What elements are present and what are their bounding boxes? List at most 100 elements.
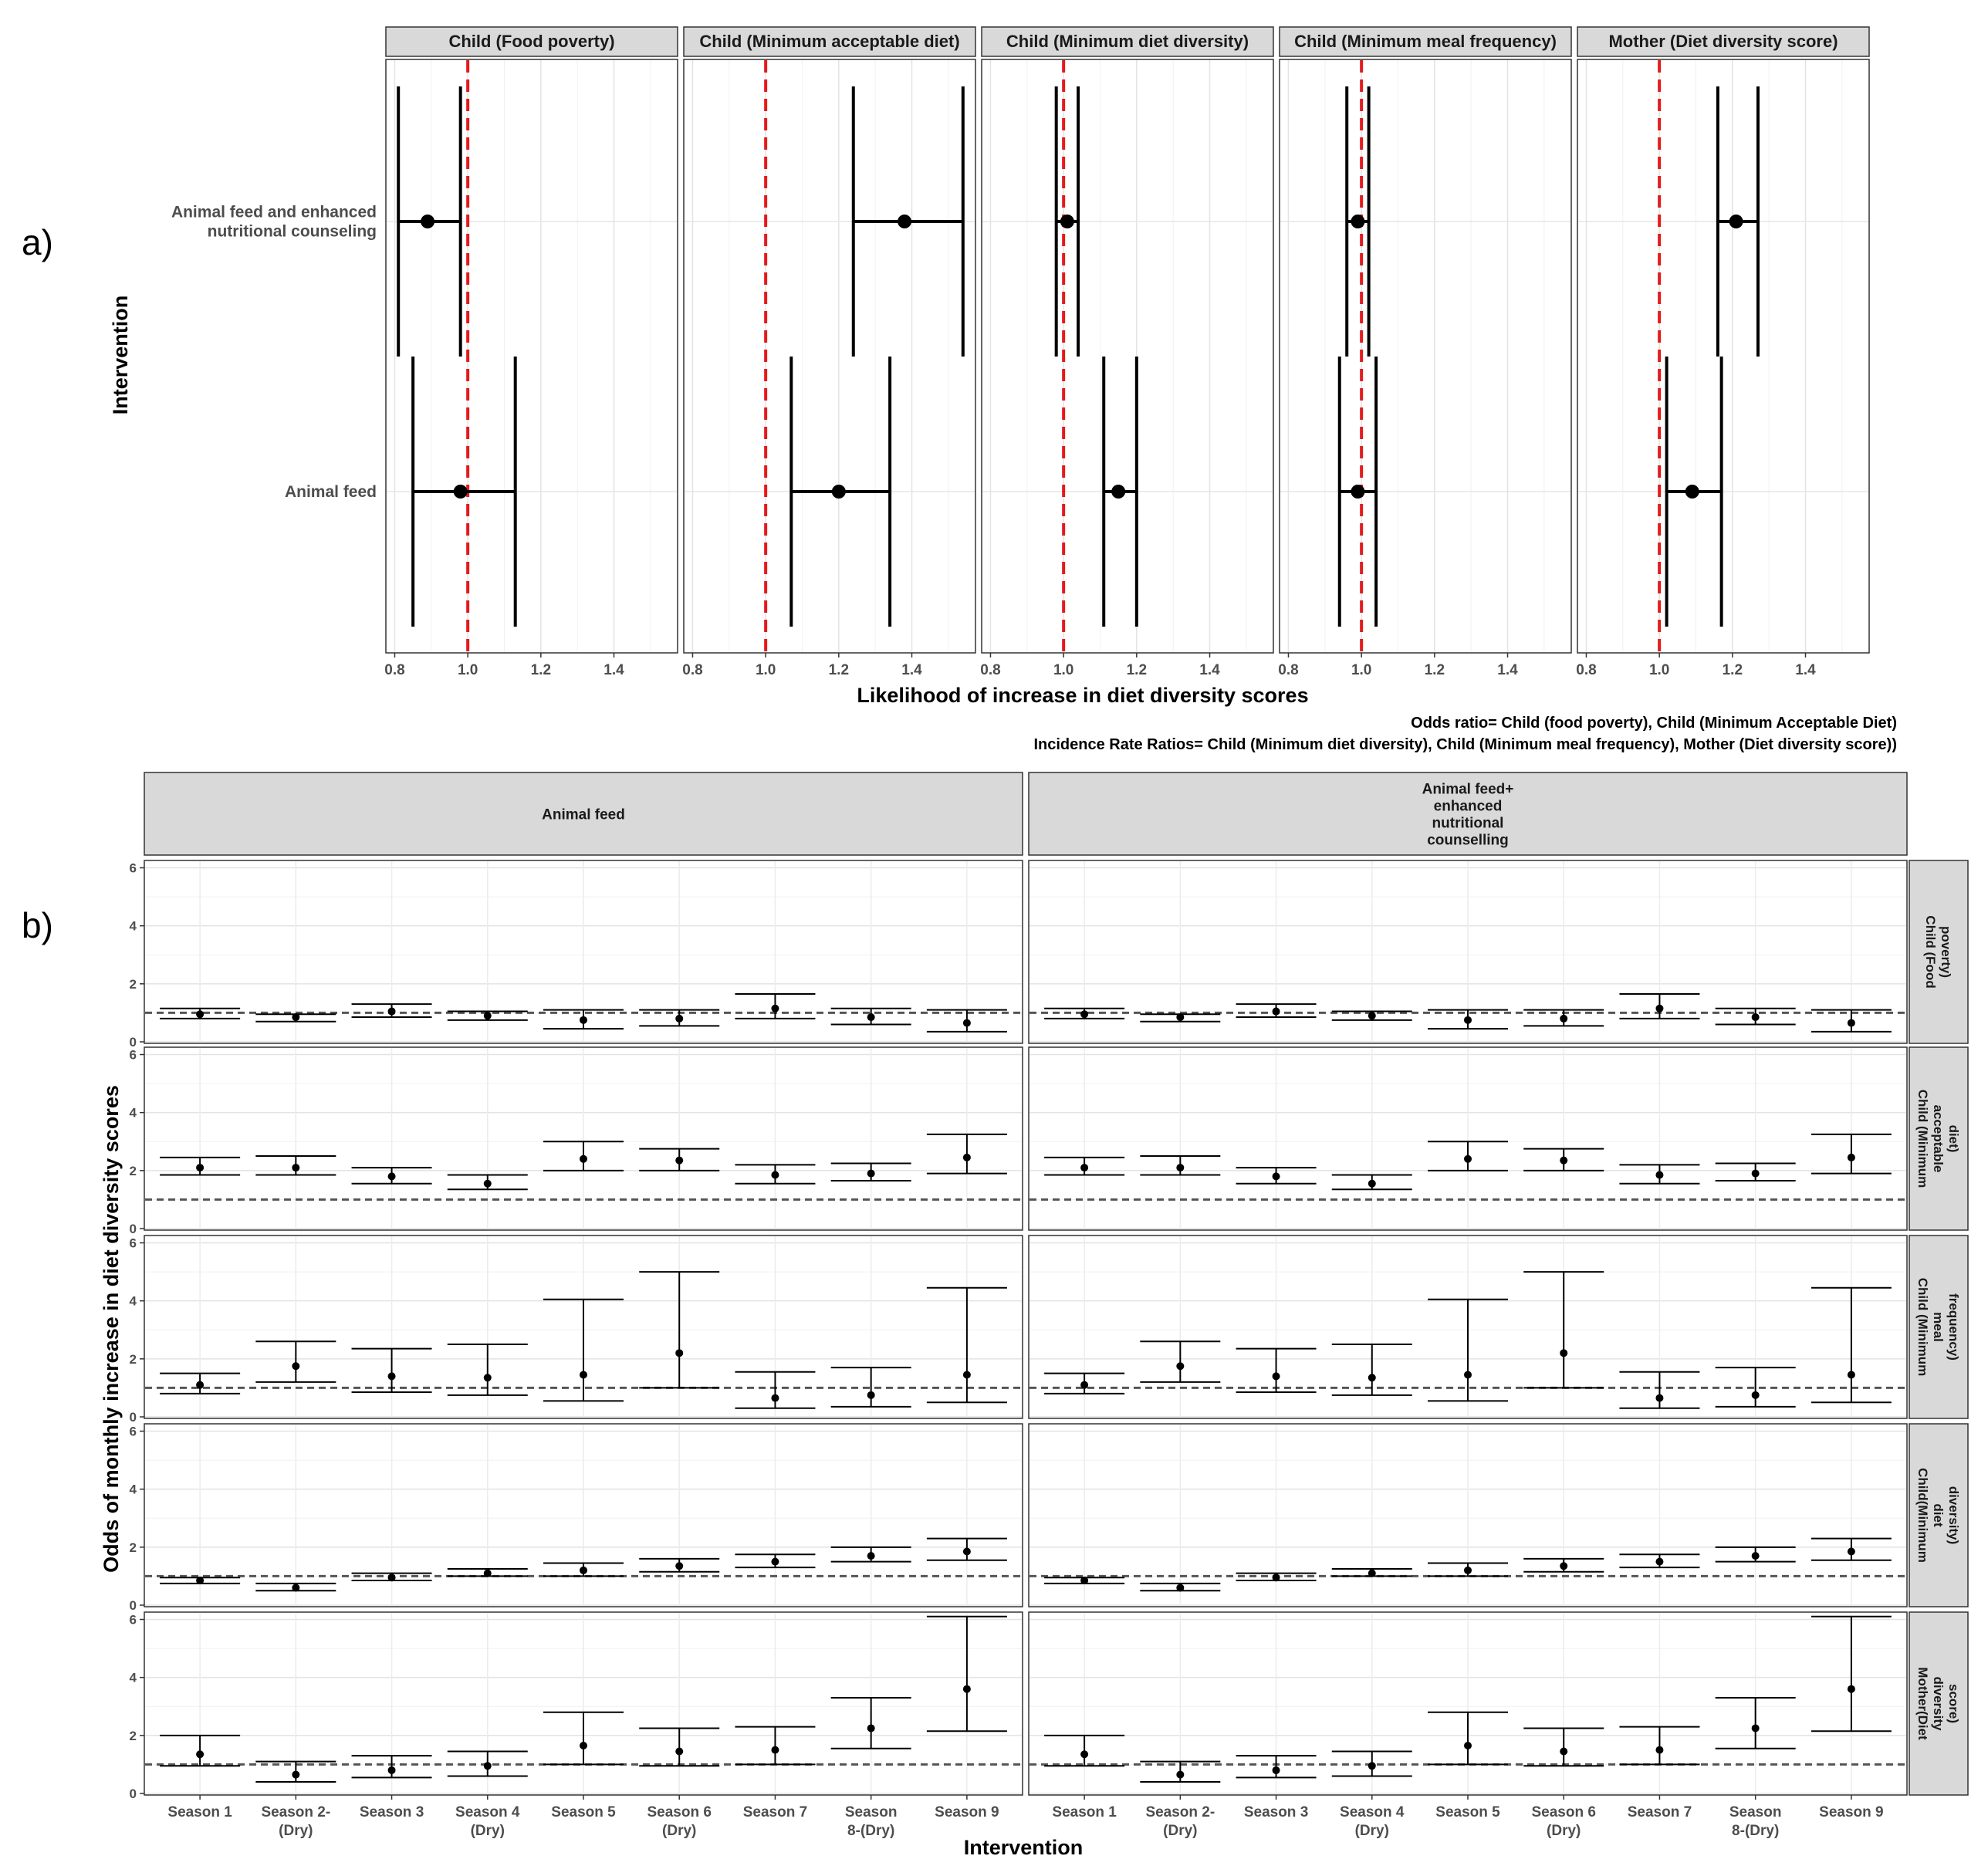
point-estimate <box>1368 1012 1376 1020</box>
errorbar-season-9 <box>926 1537 1007 1561</box>
x-tick-label: Season 4 <box>455 1804 520 1820</box>
errorbar-season-7 <box>1619 992 1700 1019</box>
panel-a-label: a) <box>22 222 53 262</box>
point-estimate <box>962 1019 971 1027</box>
point-estimate <box>1847 1019 1855 1027</box>
errorbar-season-4-dry <box>1331 1344 1412 1396</box>
point-estimate <box>1847 1685 1855 1693</box>
x-tick-label: (Dry) <box>662 1823 696 1839</box>
errorbar-animal-feed-and-enhanced-nutritional-counseling <box>1054 86 1080 357</box>
facet-child-minimum-diet-diversity: Child (Minimum diet diversity) 0.8 1.0 1.2 1… <box>980 26 1274 678</box>
errorbar-animal-feed <box>1665 357 1723 627</box>
row-strip-child-minimum-acceptable-diet <box>1909 1046 1969 1231</box>
row-strip-label: Child(Minimum <box>1915 1468 1930 1563</box>
x-tick-label: 1.0 <box>756 662 776 678</box>
column-strip-animal-feed <box>144 772 1023 856</box>
errorbar-season-3 <box>1236 1347 1317 1394</box>
errorbar-animal-feed-and-enhanced-nutritional-counseling <box>851 86 965 357</box>
x-tick-label: Season 5 <box>1435 1804 1500 1820</box>
facet-child-minimum-diet-diversity-animal-feed-enhanced-nutritional-counselling <box>1028 1423 1908 1607</box>
errorbar-season-1 <box>160 1156 241 1176</box>
errorbar-season-8-dry <box>830 1546 911 1563</box>
errorbar-season-8-dry <box>1715 1696 1796 1749</box>
y-tick-label: 0 <box>130 1035 137 1050</box>
row-strip-label: Child (Minimum <box>1915 1278 1930 1376</box>
point-estimate <box>1655 1746 1664 1754</box>
point-estimate <box>867 1391 875 1399</box>
point-estimate <box>771 1557 779 1566</box>
facet-mother-diet-diversity-score-animal-feed-enhanced-nutritional-counselling: Season 1 Season 2- (Dry) Season 3 Season 4 (D… <box>1028 1611 1908 1839</box>
errorbar-season-9 <box>926 1133 1007 1175</box>
row-strip-mother-diet-diversity-score <box>1909 1611 1969 1796</box>
point-estimate <box>1368 1374 1376 1382</box>
point-estimate <box>1351 215 1365 228</box>
facet-strip-label: Child (Food poverty) <box>448 32 614 51</box>
errorbar-season-7 <box>735 1371 816 1409</box>
y-tick-label: 2 <box>130 1729 137 1743</box>
errorbar-animal-feed-and-enhanced-nutritional-counseling <box>397 86 462 357</box>
row-strip-label: poverty) <box>1939 926 1953 978</box>
point-estimate <box>867 1724 875 1732</box>
x-tick-label: Season 6 <box>647 1804 712 1820</box>
errorbar-season-7 <box>1619 1726 1700 1766</box>
errorbar-season-8-dry <box>1715 1367 1796 1408</box>
x-tick-label: 0.8 <box>682 662 702 678</box>
point-estimate <box>1368 1569 1376 1577</box>
errorbar-season-6-dry <box>639 1557 720 1573</box>
point-estimate <box>1176 1164 1185 1172</box>
errorbar-season-2-dry <box>255 1013 336 1023</box>
row-strip-label: diversity <box>1931 1677 1946 1731</box>
x-tick-label: 0.8 <box>1576 662 1596 678</box>
facet-strip <box>981 26 1274 57</box>
point-estimate <box>1464 1371 1472 1379</box>
column-strip-label: Animal feed+ <box>1422 782 1514 798</box>
x-tick-label: 1.4 <box>1795 662 1816 678</box>
facet-child-minimum-acceptable-diet: Child (Minimum acceptable diet) 0.8 1.0 1.2… <box>682 26 976 678</box>
y-tick-label: 6 <box>130 1425 137 1439</box>
x-tick-label: Season <box>1729 1804 1782 1820</box>
point-estimate <box>580 1371 587 1379</box>
column-strip-label: enhanced <box>1434 799 1503 815</box>
point-estimate <box>196 1381 205 1389</box>
point-estimate <box>1655 1004 1664 1012</box>
facet-plot-area <box>385 59 678 654</box>
errorbar-season-1 <box>160 1007 241 1019</box>
errorbar-season-5 <box>543 1562 624 1577</box>
errorbar-season-4-dry <box>1331 1568 1412 1577</box>
y-tick-label: 2 <box>130 1164 137 1178</box>
errorbar-season-2-dry <box>1140 1582 1221 1592</box>
point-estimate <box>1751 1013 1760 1022</box>
x-tick-label: 1.2 <box>531 662 551 678</box>
errorbar-season-1 <box>160 1372 241 1394</box>
errorbar-season-3 <box>1236 1003 1317 1019</box>
point-estimate <box>1080 1010 1089 1019</box>
errorbar-season-4-dry <box>447 1344 528 1396</box>
point-estimate <box>1060 215 1074 228</box>
point-estimate <box>196 1577 205 1585</box>
x-tick-label: 0.8 <box>384 662 404 678</box>
x-tick-label: 0.8 <box>980 662 1000 678</box>
point-estimate <box>580 1154 587 1163</box>
point-estimate <box>675 1014 684 1023</box>
point-estimate <box>771 1394 779 1402</box>
point-estimate <box>675 1349 684 1357</box>
y-tick-label-nutritional-counseling: nutritional counseling <box>208 223 377 241</box>
column-strip-label: Animal feed <box>542 807 625 823</box>
y-tick-label: 2 <box>130 1540 137 1555</box>
row-strip-child-food-poverty <box>1909 860 1969 1044</box>
point-estimate <box>1272 1766 1280 1774</box>
point-estimate <box>1751 1724 1760 1732</box>
point-estimate <box>196 1750 205 1759</box>
y-tick-label: 4 <box>130 919 137 934</box>
point-estimate <box>1751 1552 1760 1560</box>
panel-b-y-axis-title: Odds of monthly increase in diet diversi… <box>100 1085 123 1573</box>
errorbar-season-8-dry <box>1715 1546 1796 1563</box>
errorbar-season-6-dry <box>1523 1009 1604 1027</box>
facet-child-food-poverty-animal-feed <box>144 860 1023 1044</box>
errorbar-season-9 <box>1810 1286 1892 1404</box>
x-tick-label: Season 2- <box>261 1804 330 1820</box>
errorbar-animal-feed <box>1102 357 1138 627</box>
errorbar-season-4-dry <box>1331 1174 1412 1191</box>
point-estimate <box>453 485 468 499</box>
